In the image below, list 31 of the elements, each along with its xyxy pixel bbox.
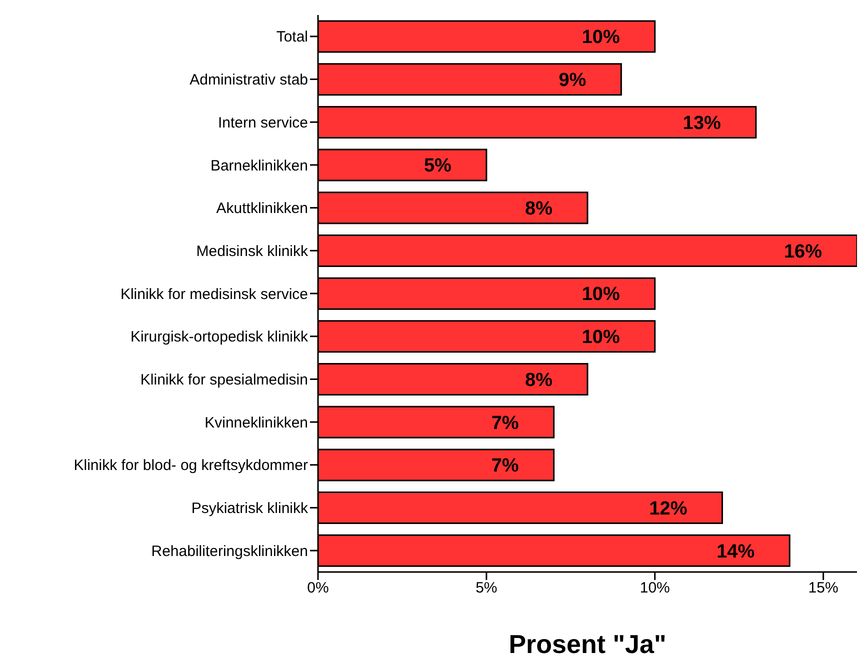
y-tick-label: Administrativ stab [190, 72, 308, 89]
x-tick-label: 5% [476, 580, 498, 597]
y-tick-label: Barneklinikken [210, 157, 308, 174]
y-tick-label: Medisinsk klinikk [196, 242, 308, 260]
y-tick-label: Kvinneklinikken [204, 414, 308, 432]
y-tick-label: Kirurgisk-ortopedisk klinikk [130, 328, 308, 346]
x-axis-title: Prosent "Ja" [508, 629, 666, 657]
data-label: 8% [525, 198, 553, 220]
data-label: 16% [784, 241, 822, 262]
x-tick-label: 15% [808, 580, 838, 597]
data-label: 8% [525, 370, 553, 391]
data-label: 12% [649, 498, 688, 520]
data-label: 5% [424, 156, 452, 177]
y-tick-label: Psykiatrisk klinikk [191, 500, 308, 518]
y-tick-label: Klinikk for medisinsk service [120, 286, 308, 303]
data-label: 10% [582, 27, 620, 48]
y-tick-label: Akuttklinikken [216, 200, 308, 218]
y-tick-label: Klinikk for spesialmedisin [140, 372, 308, 389]
y-tick-label: Klinikk for blod- og kreftsykdommer [74, 457, 308, 474]
x-tick-label: 0% [307, 580, 329, 597]
x-tick-label: 10% [640, 580, 670, 597]
data-label: 10% [582, 327, 620, 348]
y-tick-label: Intern service [218, 114, 308, 132]
data-label: 7% [491, 412, 519, 434]
data-label: 9% [558, 70, 586, 91]
data-label: 13% [682, 112, 722, 134]
data-label: 10% [582, 284, 620, 306]
y-tick-label: Rehabiliteringsklinikken [151, 542, 308, 560]
data-label: 7% [491, 456, 519, 477]
data-label: 14% [716, 541, 755, 562]
y-tick-label: Total [276, 28, 308, 46]
